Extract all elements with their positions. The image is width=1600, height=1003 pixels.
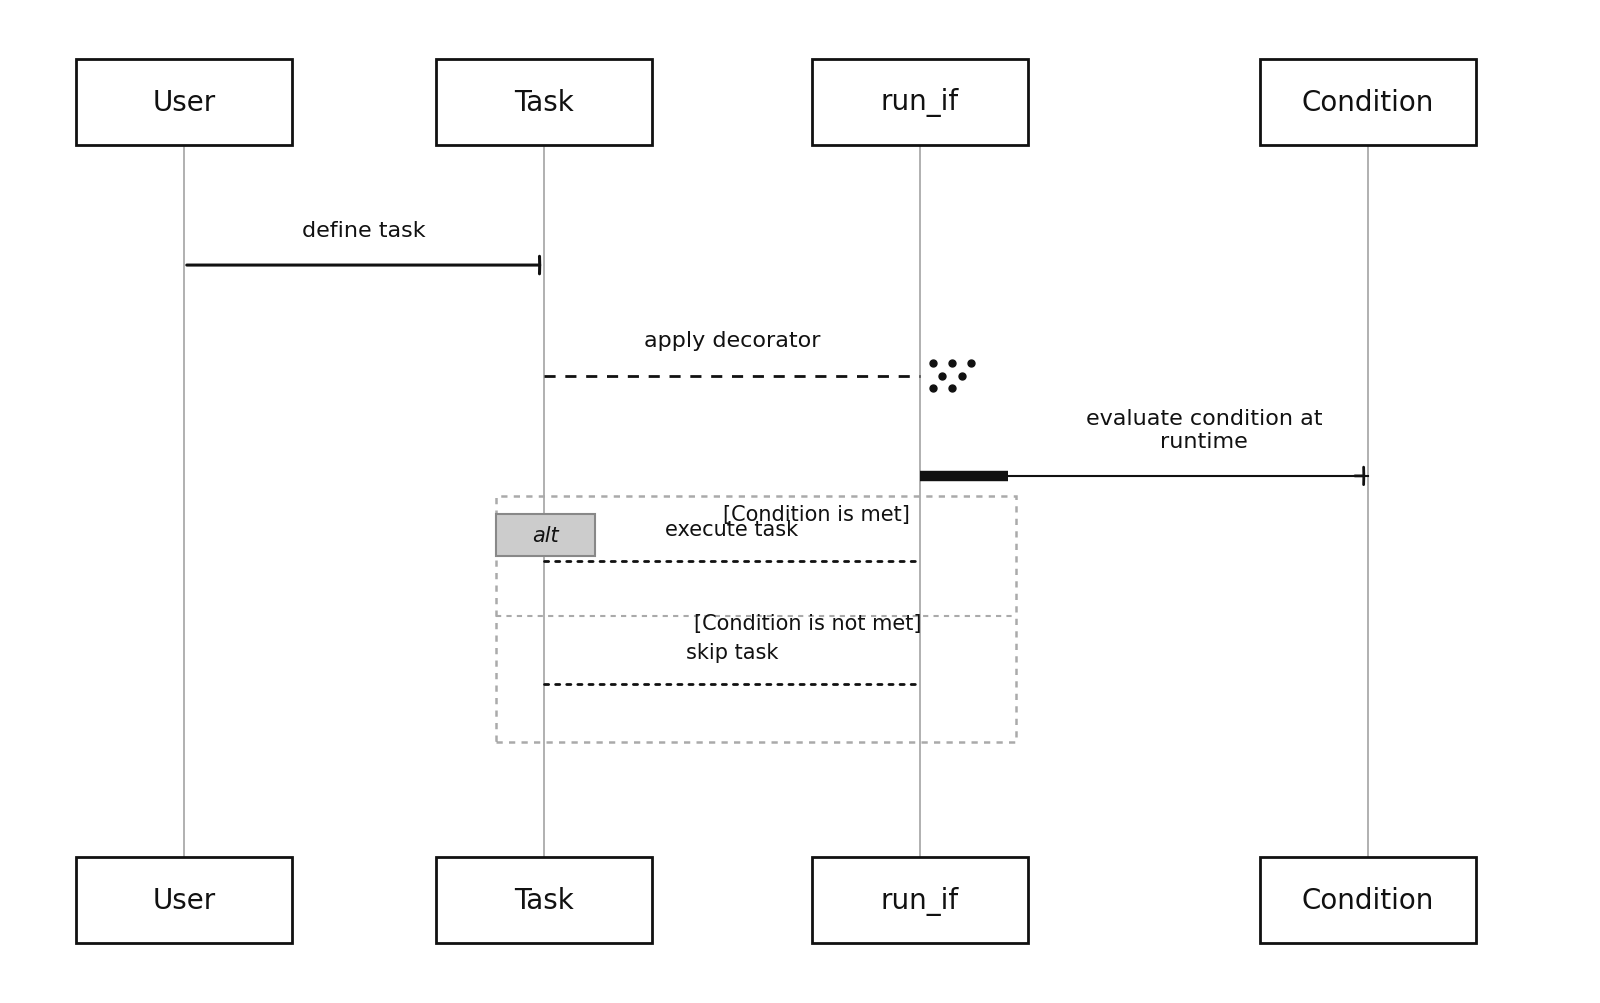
Text: execute task: execute task bbox=[666, 520, 798, 540]
Bar bbox=[77, 60, 291, 145]
Text: define task: define task bbox=[302, 221, 426, 241]
Bar bbox=[1261, 60, 1475, 145]
Text: run_if: run_if bbox=[882, 886, 958, 915]
Text: alt: alt bbox=[533, 526, 558, 546]
Text: [Condition is not met]: [Condition is not met] bbox=[694, 614, 922, 634]
Bar bbox=[1261, 858, 1475, 943]
Bar bbox=[77, 858, 291, 943]
Bar bbox=[811, 60, 1027, 145]
Text: Condition: Condition bbox=[1302, 887, 1434, 914]
Bar bbox=[435, 60, 653, 145]
Text: [Condition is met]: [Condition is met] bbox=[723, 505, 909, 525]
Bar bbox=[435, 858, 653, 943]
Text: Task: Task bbox=[514, 887, 574, 914]
Bar bbox=[811, 858, 1027, 943]
Text: User: User bbox=[152, 887, 216, 914]
Text: evaluate condition at
runtime: evaluate condition at runtime bbox=[1086, 408, 1322, 451]
Text: User: User bbox=[152, 89, 216, 116]
Bar bbox=[496, 515, 595, 557]
Text: run_if: run_if bbox=[882, 88, 958, 117]
Text: apply decorator: apply decorator bbox=[643, 331, 821, 351]
Text: skip task: skip task bbox=[686, 642, 778, 662]
Bar bbox=[496, 496, 1016, 742]
Text: Condition: Condition bbox=[1302, 89, 1434, 116]
Text: Task: Task bbox=[514, 89, 574, 116]
